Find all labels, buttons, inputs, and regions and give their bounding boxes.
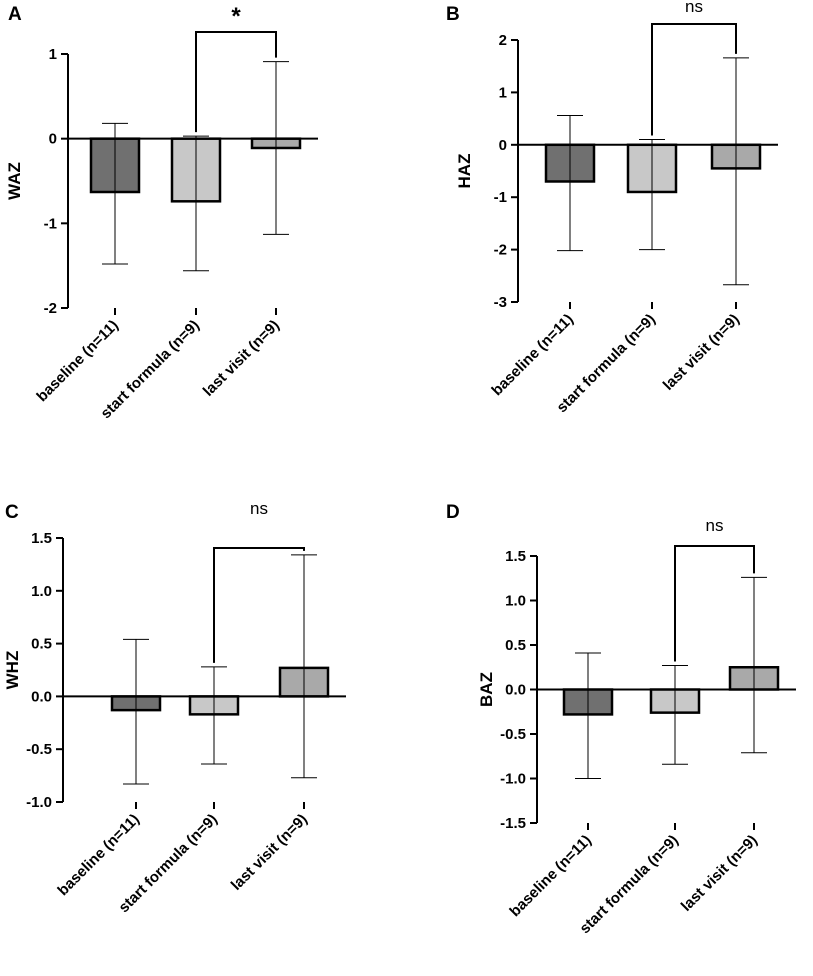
- significance-label: ns: [250, 499, 268, 518]
- x-tick-label: start formula (n=9): [576, 832, 681, 937]
- panel-letter-d: D: [446, 502, 460, 523]
- significance-label: ns: [706, 516, 724, 535]
- y-tick-label: 0: [499, 137, 507, 154]
- y-tick-label: -2: [44, 300, 57, 317]
- y-tick-label: 1.5: [31, 530, 52, 547]
- y-tick-label: -1.5: [500, 815, 526, 832]
- y-tick-label: -1.0: [26, 794, 52, 811]
- y-tick-label: 1.0: [31, 583, 52, 600]
- significance-label: *: [231, 3, 241, 30]
- x-tick-label: baseline (n=11): [54, 811, 142, 899]
- y-tick-label: -2: [494, 242, 507, 259]
- x-tick-label: last visit (n=9): [200, 317, 283, 400]
- y-tick-label: 0: [49, 131, 57, 148]
- x-tick-label: last visit (n=9): [678, 832, 761, 915]
- y-tick-label: -0.5: [26, 741, 52, 758]
- y-tick-label: -1: [44, 215, 57, 232]
- y-tick-label: -1.0: [500, 771, 526, 788]
- significance-bracket: [195, 31, 277, 133]
- significance-label: ns: [685, 0, 703, 16]
- x-tick-label: baseline (n=11): [488, 311, 576, 399]
- y-tick-label: 1: [499, 84, 507, 101]
- y-tick-label: -1: [494, 189, 507, 206]
- y-tick-label: -0.5: [500, 726, 526, 743]
- y-tick-label: 0.5: [505, 637, 526, 654]
- y-tick-label: 1.5: [505, 548, 526, 565]
- significance-bracket: [213, 547, 305, 663]
- panel-letter-a: A: [8, 4, 22, 25]
- x-tick-label: last visit (n=9): [228, 811, 311, 894]
- y-tick-label: 1: [49, 46, 57, 63]
- y-axis-title: WAZ: [5, 162, 24, 200]
- panel-letter-b: B: [446, 4, 460, 25]
- y-tick-label: 0.0: [31, 688, 52, 705]
- y-tick-label: 1.0: [505, 593, 526, 610]
- x-tick-label: last visit (n=9): [660, 311, 743, 394]
- y-tick-label: -3: [494, 294, 507, 311]
- y-tick-label: 0.0: [505, 682, 526, 699]
- significance-bracket: [674, 545, 755, 662]
- y-axis-title: HAZ: [455, 154, 474, 189]
- panel-letter-c: C: [5, 502, 19, 523]
- x-tick-label: baseline (n=11): [506, 832, 594, 920]
- significance-bracket: [651, 23, 737, 136]
- y-tick-label: 2: [499, 32, 507, 49]
- y-axis-title: WHZ: [3, 651, 22, 690]
- y-tick-label: 0.5: [31, 636, 52, 653]
- x-tick-label: baseline (n=11): [33, 317, 121, 405]
- y-axis-title: BAZ: [477, 672, 496, 707]
